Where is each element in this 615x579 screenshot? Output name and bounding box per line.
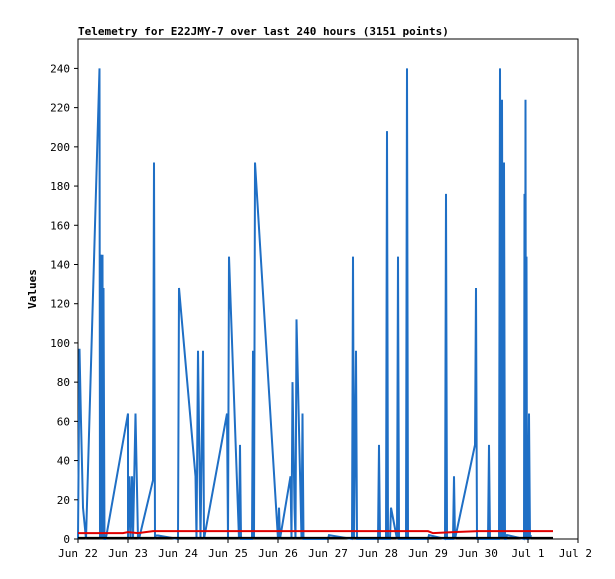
x-tick-label: Jun 26 xyxy=(258,547,298,560)
y-tick-label: 100 xyxy=(50,337,70,350)
y-tick-label: 220 xyxy=(50,102,70,115)
x-tick-label: Jun 23 xyxy=(108,547,148,560)
x-axis: Jun 22 Jun 23 Jun 24 Jun 25 Jun 26 Jun 27 Jun … xyxy=(58,539,592,560)
plot-frame xyxy=(77,38,579,540)
y-tick-label: 200 xyxy=(50,141,70,154)
y-tick-label: 180 xyxy=(50,180,70,193)
y-tick-label: 140 xyxy=(50,258,70,271)
y-axis-label: Values xyxy=(26,269,39,309)
y-tick-label: 80 xyxy=(57,376,70,389)
x-tick-label: Jun 29 xyxy=(408,547,448,560)
series-layer xyxy=(77,68,553,541)
y-tick-label: 160 xyxy=(50,219,70,232)
x-tick-label: Jun 27 xyxy=(308,547,348,560)
chart-title: Telemetry for E22JMY-7 over last 240 hou… xyxy=(78,25,449,38)
x-tick-label: Jun 30 xyxy=(458,547,498,560)
y-tick-label: 240 xyxy=(50,62,70,75)
x-tick-label: Jun 28 xyxy=(358,547,398,560)
y-tick-label: 40 xyxy=(57,455,70,468)
x-tick-label: Jun 24 xyxy=(158,547,198,560)
series-line-1 xyxy=(78,530,553,535)
y-tick-label: 0 xyxy=(63,533,70,546)
x-tick-label: Jul 1 xyxy=(511,547,544,560)
x-tick-label: Jul 2 xyxy=(559,547,592,560)
y-tick-label: 20 xyxy=(57,494,70,507)
y-tick-label: 60 xyxy=(57,415,70,428)
x-tick-label: Jun 25 xyxy=(208,547,248,560)
series-line-0 xyxy=(77,68,532,541)
x-tick-label: Jun 22 xyxy=(58,547,98,560)
y-tick-label: 120 xyxy=(50,298,70,311)
y-axis: 0 20 40 60 80 100 120 140 160 180 200 220 240 xyxy=(50,62,78,546)
